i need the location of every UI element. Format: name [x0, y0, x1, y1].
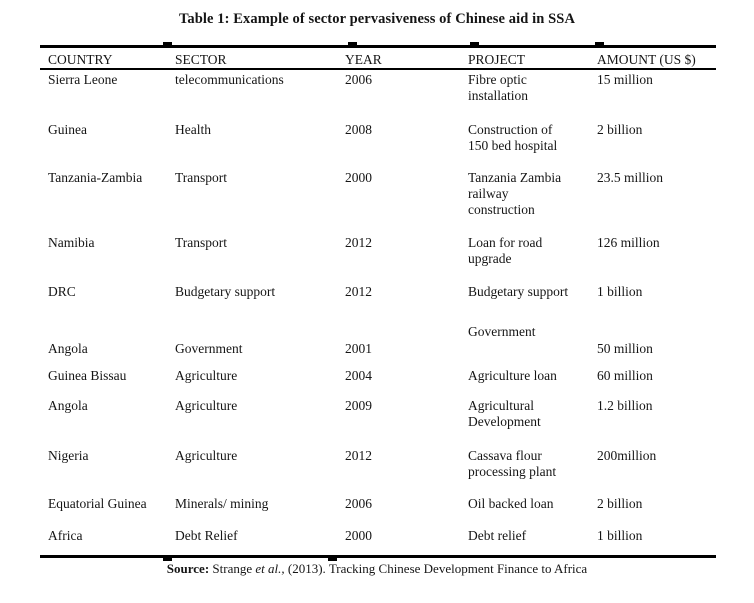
- cell-project: Budgetary support: [468, 284, 569, 299]
- cell-amount: 23.5 million: [597, 170, 664, 185]
- border-stub: [348, 42, 357, 45]
- cell-amount: 200million: [597, 448, 657, 463]
- border-stub: [163, 42, 172, 45]
- cell-country: DRC: [48, 284, 76, 299]
- border-stub: [595, 42, 604, 45]
- cell-project: Tanzania Zambia railway construction: [468, 170, 562, 217]
- column-header-sector: SECTOR: [167, 48, 337, 70]
- cell-year: 2000: [345, 528, 372, 543]
- table-row: Namibia Transport 2012 Loan for road upg…: [40, 233, 716, 282]
- cell-sector: Agriculture: [175, 398, 238, 413]
- cell-amount: 1.2 billion: [597, 398, 653, 413]
- table-row: Angola Government 2001 Government 50 mil…: [40, 322, 716, 366]
- cell-year: 2004: [345, 368, 372, 383]
- cell-project: Oil backed loan: [468, 496, 554, 511]
- cell-sector: Minerals/ mining: [175, 496, 269, 511]
- cell-country: Guinea: [48, 122, 87, 137]
- cell-sector: telecommunications: [175, 72, 284, 87]
- cell-year: 2001: [345, 341, 372, 356]
- cell-sector: Debt Relief: [175, 528, 238, 543]
- cell-country: Tanzania-Zambia: [48, 170, 143, 185]
- border-stub: [163, 558, 172, 561]
- table-row: Equatorial Guinea Minerals/ mining 2006 …: [40, 494, 716, 526]
- cell-country: Guinea Bissau: [48, 368, 127, 383]
- cell-year: 2006: [345, 496, 372, 511]
- cell-country: Equatorial Guinea: [48, 496, 147, 511]
- cell-amount: 2 billion: [597, 122, 643, 137]
- cell-project: Government: [468, 324, 536, 339]
- cell-sector: Agriculture: [175, 368, 238, 383]
- cell-country: Angola: [48, 341, 88, 356]
- cell-amount: 60 million: [597, 368, 653, 383]
- table-row: Sierra Leone telecommunications 2006 Fib…: [40, 70, 716, 120]
- cell-sector: Health: [175, 122, 211, 137]
- cell-project: Construction of 150 bed hospital: [468, 122, 558, 153]
- source-authors: Strange: [209, 561, 256, 576]
- cell-country: Namibia: [48, 235, 95, 250]
- cell-year: 2012: [345, 235, 372, 250]
- cell-project: Agriculture loan: [468, 368, 557, 383]
- source-rest: (2013). Tracking Chinese Development Fin…: [284, 561, 588, 576]
- border-stub: [470, 42, 479, 45]
- cell-project: Loan for road upgrade: [468, 235, 543, 266]
- cell-sector: Government: [175, 341, 243, 356]
- cell-project: Debt relief: [468, 528, 527, 543]
- column-header-amount: AMOUNT (US $): [589, 48, 716, 70]
- table-row: Guinea Bissau Agriculture 2004 Agricultu…: [40, 366, 716, 396]
- cell-year: 2012: [345, 284, 372, 299]
- header-row: COUNTRY SECTOR YEAR PROJECT AMOUNT (US $…: [40, 48, 716, 70]
- cell-amount: 1 billion: [597, 284, 643, 299]
- border-stub: [328, 558, 337, 561]
- cell-country: Africa: [48, 528, 83, 543]
- column-header-year: YEAR: [337, 48, 460, 70]
- cell-amount: 50 million: [597, 341, 653, 356]
- cell-sector: Agriculture: [175, 448, 238, 463]
- table-title: Table 1: Example of sector pervasiveness…: [178, 11, 576, 27]
- cell-project: Cassava flour processing plant: [468, 448, 557, 479]
- cell-country: Sierra Leone: [48, 72, 118, 87]
- cell-sector: Budgetary support: [175, 284, 276, 299]
- table-row: Africa Debt Relief 2000 Debt relief 1 bi…: [40, 526, 716, 555]
- cell-amount: 15 million: [597, 72, 653, 87]
- table-row: Guinea Health 2008 Construction of 150 b…: [40, 120, 716, 168]
- cell-amount: 1 billion: [597, 528, 643, 543]
- cell-amount: 2 billion: [597, 496, 643, 511]
- cell-year: 2012: [345, 448, 372, 463]
- cell-sector: Transport: [175, 235, 228, 250]
- column-header-project: PROJECT: [460, 48, 589, 70]
- cell-country: Angola: [48, 398, 88, 413]
- aid-table: COUNTRY SECTOR YEAR PROJECT AMOUNT (US $…: [40, 45, 716, 558]
- cell-sector: Transport: [175, 170, 228, 185]
- table-row: DRC Budgetary support 2012 Budgetary sup…: [40, 282, 716, 322]
- source-note: Source: Strange et al., (2013). Tracking…: [0, 561, 754, 577]
- cell-country: Nigeria: [48, 448, 89, 463]
- cell-project: Fibre optic installation: [468, 72, 528, 103]
- table-row: Tanzania-Zambia Transport 2000 Tanzania …: [40, 168, 716, 233]
- column-header-country: COUNTRY: [40, 48, 167, 70]
- source-label: Source:: [166, 561, 210, 576]
- table-row: Angola Agriculture 2009 Agricultural Dev…: [40, 396, 716, 446]
- cell-amount: 126 million: [597, 235, 660, 250]
- cell-year: 2000: [345, 170, 372, 185]
- cell-project: Agricultural Development: [468, 398, 541, 429]
- source-etal: et al.,: [255, 561, 285, 576]
- cell-year: 2006: [345, 72, 372, 87]
- cell-year: 2008: [345, 122, 372, 137]
- cell-year: 2009: [345, 398, 372, 413]
- table-row: Nigeria Agriculture 2012 Cassava flour p…: [40, 446, 716, 494]
